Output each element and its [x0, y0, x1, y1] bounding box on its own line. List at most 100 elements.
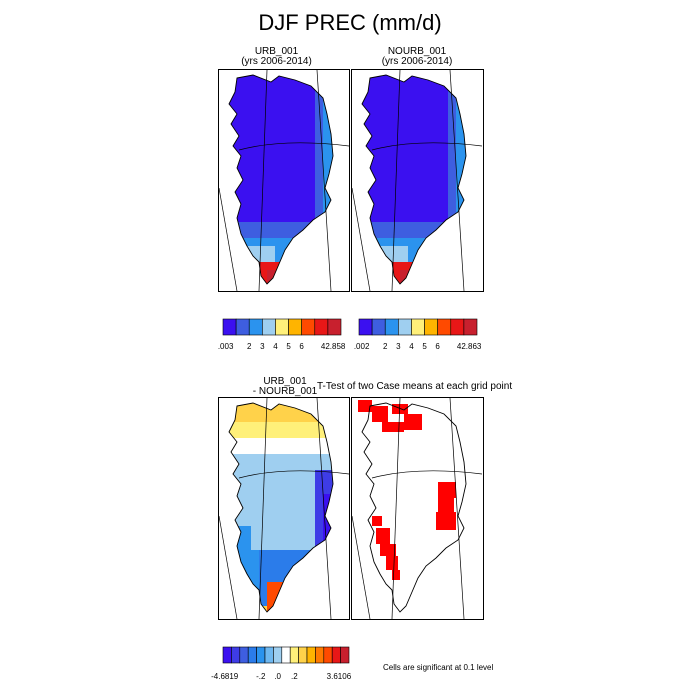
grid-cell [283, 534, 291, 542]
grid-cell [267, 438, 275, 446]
grid-cell [243, 470, 251, 478]
grid-cell [323, 494, 331, 502]
grid-cell [331, 102, 333, 110]
grid-cell [291, 486, 299, 494]
grid-cell [424, 142, 432, 150]
grid-cell [448, 254, 456, 262]
colorbar-swatch [314, 318, 329, 336]
colorbar-swatch [288, 318, 302, 336]
grid-cell [347, 598, 349, 606]
grid-cell [291, 454, 299, 462]
grid-cell [219, 398, 227, 406]
grid-cell [283, 478, 291, 486]
panel-2-subtitle: (yrs 2006-2014) [381, 56, 453, 67]
grid-cell [299, 190, 307, 198]
grid-cell [339, 598, 347, 606]
grid-cell [275, 206, 283, 214]
grid-cell [331, 494, 333, 502]
grid-cell [219, 182, 227, 190]
grid-cell [267, 206, 275, 214]
grid-cell [235, 214, 243, 222]
grid-cell [291, 174, 299, 182]
grid-cell [219, 270, 227, 278]
grid-cell [243, 94, 251, 102]
grid-cell [362, 158, 368, 166]
grid-cell [347, 126, 349, 134]
grid-cell [299, 403, 307, 406]
grid-cell [291, 590, 299, 598]
grid-cell [229, 75, 235, 78]
grid-cell [251, 422, 259, 430]
grid-cell [456, 94, 464, 102]
grid-cell [347, 446, 349, 454]
grid-cell [291, 110, 299, 118]
grid-cell [331, 94, 333, 102]
grid-cell [267, 286, 275, 291]
grid-cell [259, 454, 267, 462]
grid-cell [251, 558, 259, 566]
grid-cell [352, 118, 360, 126]
grid-cell [323, 526, 331, 534]
grid-cell [408, 278, 416, 284]
map-graticule [219, 398, 349, 619]
grid-cell [219, 446, 227, 454]
grid-cell [400, 94, 408, 102]
grid-cell [376, 198, 384, 206]
grid-cell [291, 582, 299, 590]
grid-cell [251, 206, 259, 214]
grid-cell [219, 198, 227, 206]
grid-cell [243, 166, 251, 174]
grid-cell [456, 198, 464, 206]
grid-cell [480, 254, 482, 262]
greenland-coastline [228, 402, 334, 613]
grid-cell [464, 75, 466, 78]
grid-cell [392, 286, 400, 291]
grid-cell [384, 238, 392, 246]
grid-cell [291, 438, 299, 446]
grid-cell [440, 174, 448, 182]
grid-cell [283, 166, 291, 174]
grid-cell [440, 214, 448, 222]
grid-cell [291, 166, 299, 174]
greenland-coastline [228, 74, 334, 285]
grid-cell [323, 446, 331, 454]
grid-cell [307, 574, 315, 582]
grid-cell [440, 270, 448, 278]
grid-cell [275, 198, 283, 206]
grid-cell [323, 75, 331, 78]
grid-cell [440, 286, 448, 291]
grid-cell [275, 174, 283, 182]
grid-cell [229, 150, 235, 158]
grid-cell [408, 86, 416, 94]
grid-cell [267, 126, 275, 134]
grid-cell [339, 78, 347, 86]
grid-cell [472, 198, 480, 206]
grid-cell [424, 75, 432, 78]
grid-cell [259, 230, 267, 238]
grid-cell [392, 222, 400, 230]
grid-cell [291, 75, 299, 78]
grid-cell [307, 478, 315, 486]
grid-cell [376, 142, 384, 150]
grid-cell [448, 126, 456, 134]
grid-cell [307, 190, 315, 198]
grid-cell [331, 526, 333, 534]
grid-cell [267, 222, 275, 230]
grid-cell [339, 558, 347, 566]
grid-cell [259, 518, 267, 526]
grid-cell [347, 86, 349, 94]
grid-cell [352, 286, 360, 291]
grid-cell [347, 566, 349, 574]
grid-cell [339, 246, 347, 254]
grid-cell [347, 494, 349, 502]
grid-cell [416, 94, 424, 102]
colorbar-swatch [398, 318, 412, 336]
grid-cell [339, 438, 347, 446]
grid-cell [219, 566, 227, 574]
grid-cell [219, 454, 227, 462]
grid-cell [299, 270, 307, 278]
grid-cell [299, 158, 307, 166]
grid-cell [323, 614, 331, 619]
colorbar-swatch [327, 318, 342, 336]
grid-cell [275, 118, 283, 126]
